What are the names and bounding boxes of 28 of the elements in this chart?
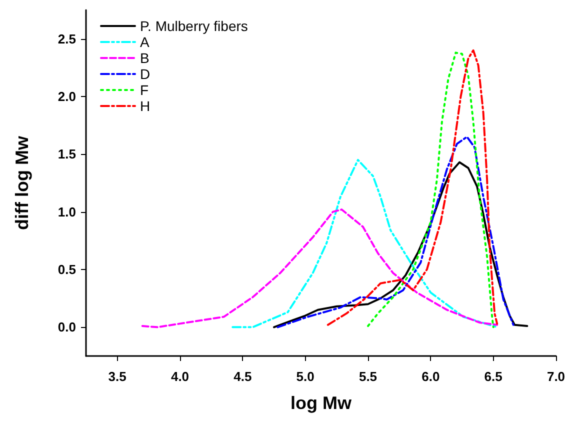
y-tick-label: 1.0 (58, 204, 76, 220)
y-tick-label: 0.0 (58, 320, 76, 335)
x-tick-label: 4.0 (170, 369, 190, 384)
legend-label: F (140, 82, 149, 98)
line-series (326, 49, 498, 326)
y-tick-label: 2.5 (58, 31, 76, 46)
line-series (276, 136, 514, 328)
legend-label: P. Mulberry fibers (140, 18, 248, 34)
x-tick-label: 6.0 (422, 369, 440, 384)
line-series (273, 161, 528, 328)
x-tick-label: 3.5 (108, 369, 126, 384)
line-series (367, 52, 494, 328)
x-tick-label: 4.5 (234, 369, 252, 384)
x-axis-title: log Mw (290, 393, 352, 413)
y-tick-label: 2.0 (58, 89, 76, 104)
y-tick-label: 1.5 (58, 146, 76, 162)
legend-label: B (140, 50, 150, 66)
legend-label: D (140, 66, 150, 82)
y-tick-label: 0.5 (58, 262, 76, 277)
x-tick-label: 7.0 (546, 369, 566, 384)
legend-label: H (140, 98, 150, 114)
line-series (141, 208, 498, 328)
x-tick-label: 5.0 (296, 369, 314, 384)
x-tick-label: 6.5 (484, 369, 502, 384)
y-axis-title: diff log Mw (12, 135, 32, 230)
x-tick-label: 5.5 (358, 369, 378, 384)
line-series (232, 158, 498, 328)
legend-label: A (140, 34, 150, 50)
